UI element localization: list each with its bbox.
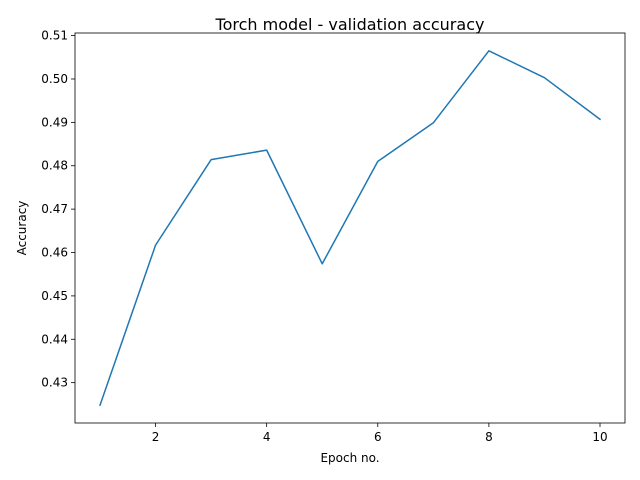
y-tick-label: 0.47 xyxy=(41,202,68,216)
y-tick-label: 0.44 xyxy=(41,332,68,346)
x-tick-label: 8 xyxy=(485,430,493,444)
plot-area: 2 4 6 8 10 0.430.440.450.460.470.480.490.500… xyxy=(41,29,626,444)
y-tick-label: 0.48 xyxy=(41,159,68,173)
x-tick-label: 6 xyxy=(374,430,382,444)
y-tick-label: 0.46 xyxy=(41,246,68,260)
y-tick-label: 0.43 xyxy=(41,376,68,390)
y-axis: 0.43 0.44 0.45 0.46 0.47 0.48 0.49 0.50 0.51 xyxy=(41,29,75,390)
y-tick-label: 0.51 xyxy=(41,29,68,43)
x-axis: 2 4 6 8 10 xyxy=(152,423,608,444)
chart-title: Torch model - validation accuracy xyxy=(215,15,485,34)
series-line-validation-accuracy xyxy=(99,50,602,407)
x-tick-label: 10 xyxy=(592,430,607,444)
y-axis-label: Accuracy xyxy=(15,201,29,256)
x-tick-label: 4 xyxy=(263,430,271,444)
x-axis-label: Epoch no. xyxy=(320,451,379,465)
x-tick-label: 2 xyxy=(152,430,160,444)
y-tick-label: 0.45 xyxy=(41,289,68,303)
axes-frame xyxy=(74,32,626,424)
y-tick-label: 0.50 xyxy=(41,72,68,86)
y-tick-label: 0.49 xyxy=(41,115,68,129)
